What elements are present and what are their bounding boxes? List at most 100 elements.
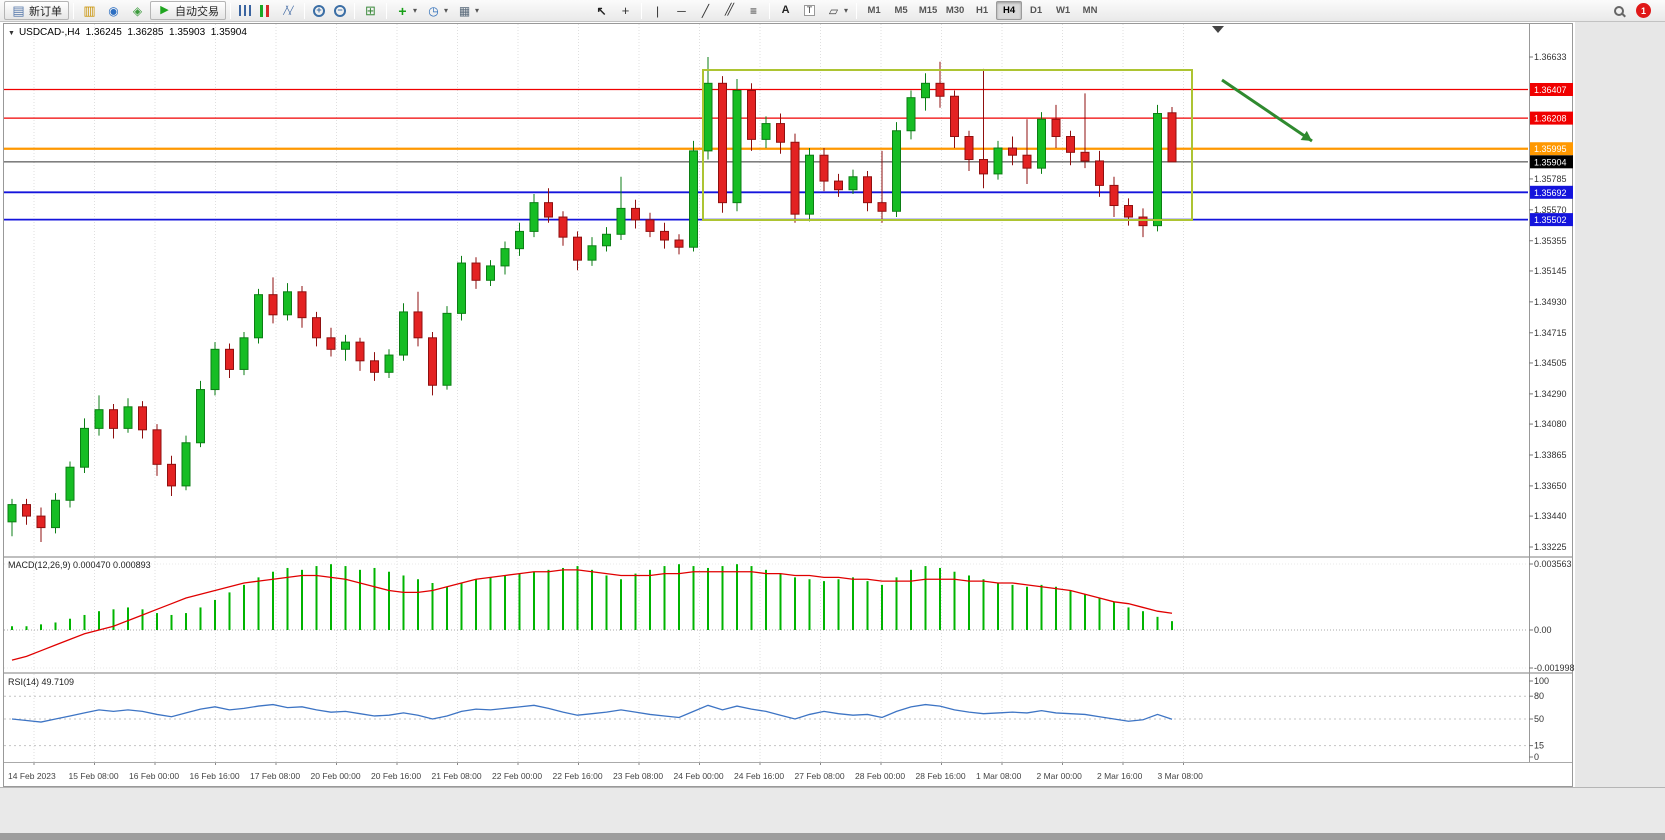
macd-histogram-bar	[388, 571, 390, 630]
timeframe-m5-button[interactable]: M5	[888, 1, 914, 20]
macd-histogram-bar	[344, 566, 347, 630]
trendline-button[interactable]	[694, 1, 717, 20]
autotrade-button[interactable]: 自动交易	[150, 1, 226, 20]
macd-histogram-bar	[330, 564, 332, 630]
zoom-out-icon	[334, 4, 346, 17]
macd-axis-label: -0.001998	[1534, 663, 1575, 673]
candle-body	[210, 348, 220, 391]
data-window-button[interactable]	[102, 1, 125, 20]
shapes-button[interactable]	[822, 1, 852, 20]
zoom-out-button[interactable]	[330, 1, 350, 20]
navigator-button[interactable]	[126, 1, 149, 20]
price-axis[interactable]	[1530, 24, 1572, 762]
macd-histogram-bar	[40, 624, 42, 630]
zoom-in-icon	[313, 4, 325, 17]
timeframe-mn-button[interactable]: MN	[1077, 1, 1103, 20]
date-label: 27 Feb 08:00	[795, 771, 845, 781]
timeframe-m1-button[interactable]: M1	[861, 1, 887, 20]
templates-button[interactable]	[453, 1, 483, 20]
macd-histogram-bar	[707, 567, 709, 630]
macd-pane[interactable]	[4, 558, 1529, 672]
rsi-pane[interactable]	[4, 674, 1529, 762]
bar-chart-icon	[239, 5, 251, 16]
candle-body	[428, 337, 437, 386]
candle-body	[1153, 113, 1162, 227]
indicators-button[interactable]	[391, 1, 421, 20]
toolbar-separator	[304, 2, 305, 19]
macd-axis-label: 0.003563	[1534, 559, 1572, 569]
timeframe-w1-button[interactable]: W1	[1050, 1, 1076, 20]
fibonacci-button[interactable]	[742, 1, 765, 20]
line-chart-button[interactable]	[277, 1, 300, 20]
market-watch-button[interactable]	[78, 1, 101, 20]
horizontal-line-button[interactable]	[670, 1, 693, 20]
trend-arrow-head[interactable]	[1300, 130, 1312, 141]
search-icon	[1614, 5, 1624, 16]
main-chart-pane[interactable]	[4, 24, 1529, 556]
candle-body	[1138, 216, 1148, 227]
crosshair-button[interactable]	[614, 1, 637, 20]
new-order-button[interactable]: 新订单	[4, 1, 69, 20]
timeframe-h4-button[interactable]: H4	[996, 1, 1023, 20]
macd-histogram-bar	[634, 573, 637, 630]
candle-body	[297, 291, 307, 319]
timeframe-h1-button[interactable]: H1	[969, 1, 995, 20]
channel-button[interactable]	[718, 1, 741, 20]
zoom-in-button[interactable]	[309, 1, 329, 20]
toolbar-separator	[769, 2, 771, 19]
macd-histogram-bar	[257, 577, 260, 630]
candle-body	[558, 216, 568, 238]
timeframe-m30-button[interactable]: M30	[942, 1, 968, 20]
timeframe-label: H4	[1002, 5, 1016, 16]
candlestick-chart-button[interactable]	[256, 1, 276, 20]
candle-body	[1022, 154, 1032, 169]
navigator-icon	[130, 3, 145, 18]
chart-collapse-icon[interactable]	[8, 27, 19, 38]
chart-symbol-label: USDCAD-,H4 1.36245 1.36285 1.35903 1.359…	[8, 27, 247, 38]
annotation-rectangle[interactable]	[702, 69, 1193, 221]
macd-histogram-bar	[678, 564, 680, 630]
macd-histogram-bar	[823, 581, 825, 630]
cursor-button[interactable]	[590, 1, 613, 20]
macd-histogram-bar	[1040, 584, 1043, 630]
rsi-label-text: RSI(14) 49.7109	[8, 677, 75, 687]
chevron-down-icon	[413, 6, 417, 15]
vertical-line-button[interactable]	[646, 1, 669, 20]
timeframe-d1-button[interactable]: D1	[1023, 1, 1049, 20]
macd-histogram-bar	[736, 564, 738, 630]
date-label: 22 Feb 16:00	[553, 771, 603, 781]
search-button[interactable]	[1610, 1, 1628, 20]
clock-icon	[426, 3, 441, 18]
macd-histogram-bar	[1069, 590, 1072, 630]
trend-arrow-line[interactable]	[1221, 78, 1313, 143]
text-button[interactable]	[774, 1, 797, 20]
price-axis-label: 1.35570	[1534, 205, 1567, 215]
pane-splitter[interactable]	[4, 672, 1572, 674]
toolbar-separator	[230, 2, 231, 19]
notification-badge[interactable]: 1	[1636, 3, 1651, 18]
candle-body	[950, 95, 959, 138]
vertical-line-icon	[650, 3, 665, 18]
tile-windows-button[interactable]	[359, 1, 382, 20]
chart-shift-marker[interactable]	[1212, 26, 1224, 33]
macd-histogram-bar	[156, 613, 158, 630]
macd-histogram-bar	[1127, 607, 1130, 630]
macd-histogram-bar	[808, 579, 811, 630]
candle-body	[384, 354, 394, 373]
price-axis-label: 1.35355	[1534, 236, 1567, 246]
macd-histogram-bar	[141, 609, 144, 630]
text-label-button[interactable]	[798, 1, 821, 20]
toolbar-separator	[73, 2, 74, 19]
date-label: 20 Feb 16:00	[371, 771, 421, 781]
channel-icon	[722, 3, 737, 18]
pane-splitter[interactable]	[4, 556, 1572, 558]
timeframe-m15-button[interactable]: M15	[915, 1, 941, 20]
rsi-line	[11, 703, 1173, 723]
date-label: 2 Mar 00:00	[1037, 771, 1083, 781]
periods-button[interactable]	[422, 1, 452, 20]
price-axis-label: 1.33865	[1534, 450, 1567, 460]
time-axis[interactable]	[4, 763, 1529, 785]
bar-chart-button[interactable]	[235, 1, 255, 20]
rsi-indicator-label: RSI(14) 49.7109	[8, 677, 74, 687]
candle-body	[616, 207, 626, 235]
